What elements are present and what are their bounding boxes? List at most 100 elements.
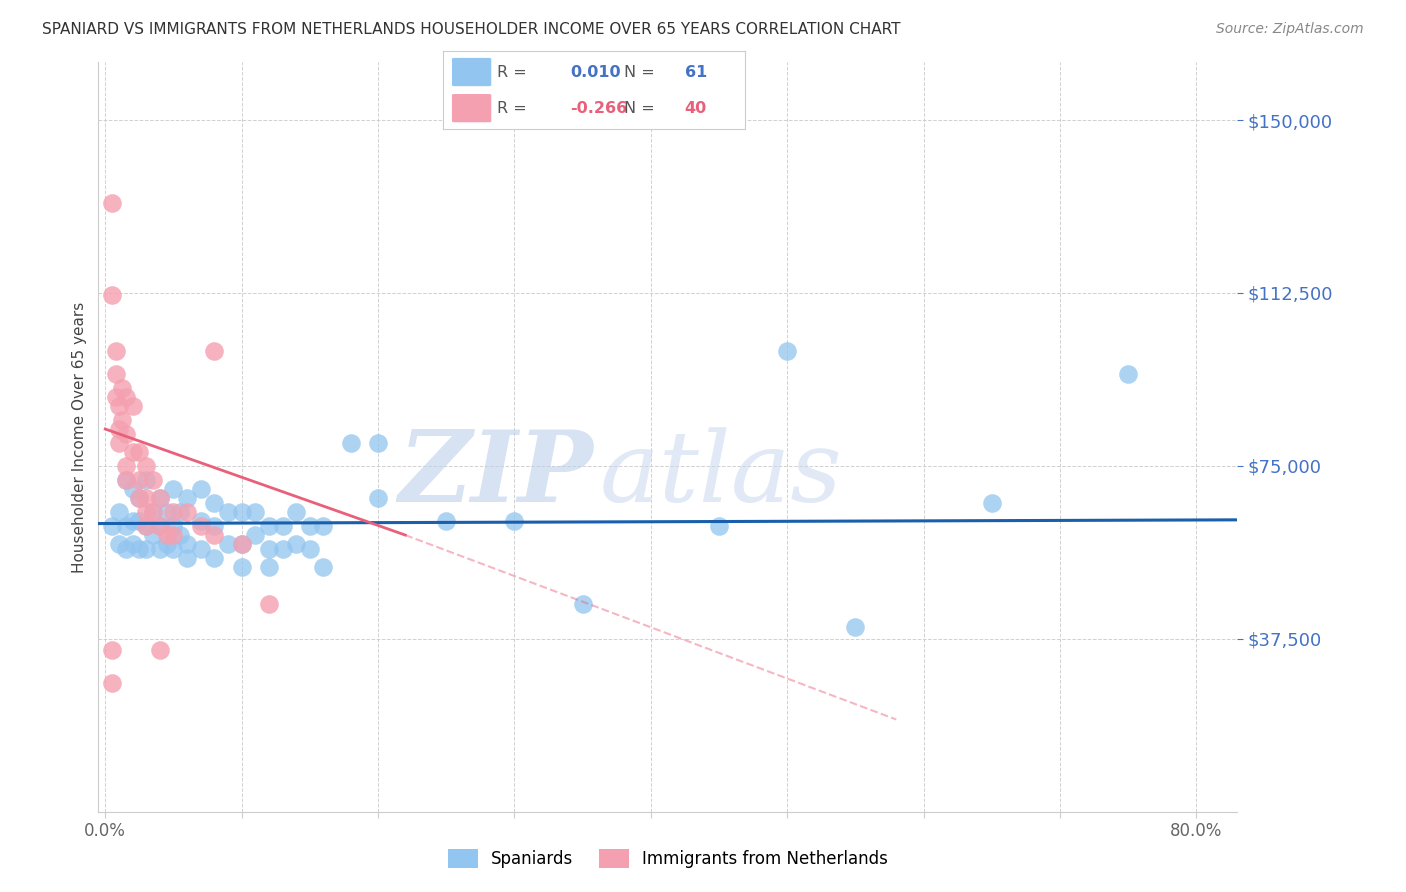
Point bbox=[142, 473, 165, 487]
Point bbox=[980, 496, 1002, 510]
Point bbox=[844, 620, 866, 634]
Point bbox=[149, 491, 172, 505]
Point bbox=[217, 505, 239, 519]
Point bbox=[202, 519, 225, 533]
Point bbox=[121, 482, 143, 496]
Point bbox=[162, 541, 184, 556]
Point bbox=[176, 491, 198, 505]
Point bbox=[105, 390, 128, 404]
Point bbox=[142, 505, 165, 519]
Text: -0.266: -0.266 bbox=[569, 101, 627, 116]
Point bbox=[101, 288, 124, 302]
Point bbox=[135, 473, 157, 487]
Point bbox=[162, 528, 184, 542]
Point bbox=[245, 528, 267, 542]
Point bbox=[245, 505, 267, 519]
Point bbox=[114, 390, 136, 404]
Point bbox=[110, 380, 132, 394]
Point bbox=[114, 426, 136, 441]
Point bbox=[285, 505, 308, 519]
Point bbox=[128, 541, 150, 556]
Point bbox=[257, 597, 280, 611]
Point bbox=[339, 435, 361, 450]
Point bbox=[110, 413, 132, 427]
Point bbox=[156, 505, 179, 519]
Point bbox=[149, 541, 172, 556]
Point bbox=[257, 560, 280, 574]
Point bbox=[231, 537, 253, 551]
Point bbox=[190, 482, 212, 496]
Y-axis label: Householder Income Over 65 years: Householder Income Over 65 years bbox=[72, 301, 87, 573]
Point bbox=[231, 505, 253, 519]
Legend: Spaniards, Immigrants from Netherlands: Spaniards, Immigrants from Netherlands bbox=[441, 842, 894, 874]
Point bbox=[367, 435, 389, 450]
Point bbox=[142, 528, 165, 542]
Text: SPANIARD VS IMMIGRANTS FROM NETHERLANDS HOUSEHOLDER INCOME OVER 65 YEARS CORRELA: SPANIARD VS IMMIGRANTS FROM NETHERLANDS … bbox=[42, 22, 901, 37]
Point bbox=[128, 473, 150, 487]
Point bbox=[202, 496, 225, 510]
Point bbox=[285, 537, 308, 551]
Point bbox=[128, 445, 150, 459]
Point bbox=[101, 519, 124, 533]
Point bbox=[231, 537, 253, 551]
Point bbox=[176, 505, 198, 519]
Point bbox=[121, 445, 143, 459]
Point bbox=[202, 528, 225, 542]
Point bbox=[707, 519, 730, 533]
Point bbox=[149, 519, 172, 533]
Point bbox=[571, 597, 593, 611]
Point bbox=[776, 343, 799, 358]
Point bbox=[169, 528, 191, 542]
Point bbox=[108, 435, 131, 450]
Point bbox=[114, 541, 136, 556]
FancyBboxPatch shape bbox=[451, 58, 491, 87]
Text: 40: 40 bbox=[685, 101, 707, 116]
Point bbox=[135, 505, 157, 519]
Text: N =: N = bbox=[624, 64, 661, 79]
Point bbox=[202, 343, 225, 358]
Point bbox=[149, 491, 172, 505]
Point bbox=[114, 519, 136, 533]
Point bbox=[114, 473, 136, 487]
Point bbox=[135, 519, 157, 533]
Point bbox=[312, 560, 335, 574]
Text: R =: R = bbox=[498, 64, 533, 79]
Point bbox=[271, 541, 294, 556]
Point bbox=[105, 367, 128, 381]
Point bbox=[135, 541, 157, 556]
Point bbox=[105, 343, 128, 358]
Point bbox=[162, 519, 184, 533]
Point bbox=[149, 643, 172, 657]
Point bbox=[114, 473, 136, 487]
Point bbox=[128, 514, 150, 528]
Point bbox=[135, 491, 157, 505]
Point bbox=[231, 560, 253, 574]
Point bbox=[298, 541, 321, 556]
Point bbox=[108, 505, 131, 519]
Point bbox=[121, 514, 143, 528]
Text: 0.010: 0.010 bbox=[569, 64, 620, 79]
Point bbox=[169, 505, 191, 519]
Point bbox=[257, 519, 280, 533]
Point bbox=[202, 551, 225, 566]
Point bbox=[101, 643, 124, 657]
Point bbox=[121, 537, 143, 551]
Point bbox=[108, 537, 131, 551]
Text: ZIP: ZIP bbox=[399, 426, 593, 523]
Point bbox=[190, 519, 212, 533]
Point bbox=[162, 505, 184, 519]
Point bbox=[503, 514, 526, 528]
Point bbox=[156, 537, 179, 551]
Point bbox=[162, 482, 184, 496]
Point bbox=[298, 519, 321, 533]
Point bbox=[271, 519, 294, 533]
Text: atlas: atlas bbox=[599, 427, 842, 522]
Text: R =: R = bbox=[498, 101, 533, 116]
Point bbox=[135, 519, 157, 533]
Point bbox=[101, 675, 124, 690]
Point bbox=[217, 537, 239, 551]
Point bbox=[101, 196, 124, 211]
Point bbox=[367, 491, 389, 505]
Point bbox=[128, 491, 150, 505]
Point bbox=[149, 519, 172, 533]
